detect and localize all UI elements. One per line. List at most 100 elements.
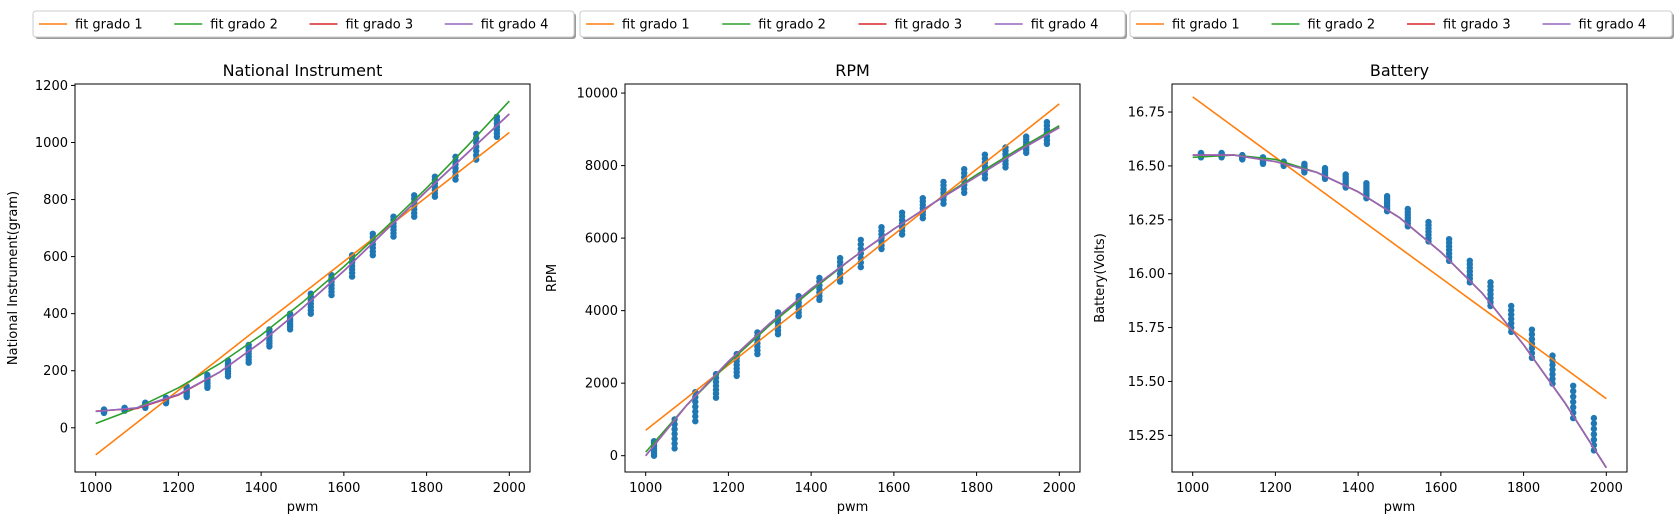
scatter-point bbox=[671, 440, 678, 447]
scatter-point bbox=[1301, 160, 1308, 167]
axes-frame bbox=[1171, 83, 1628, 473]
scatter-point bbox=[692, 403, 699, 410]
scatter-point bbox=[671, 445, 678, 452]
x-axis-label: pwm bbox=[287, 500, 319, 515]
scatter-point bbox=[286, 310, 294, 317]
legend-label-3: fit grado 3 bbox=[346, 18, 414, 33]
x-tick-label: 1000 bbox=[1176, 481, 1209, 496]
scatter-point bbox=[1590, 436, 1598, 443]
fit-line-2 bbox=[95, 100, 510, 425]
scatter-point bbox=[1549, 375, 1556, 383]
y-tick-label: 1000 bbox=[35, 136, 68, 151]
scatter-point bbox=[1528, 326, 1536, 333]
scatter-point bbox=[1570, 398, 1577, 406]
legend-box bbox=[32, 10, 575, 38]
axes-frame bbox=[74, 83, 531, 473]
scatter-point bbox=[204, 371, 211, 379]
chart-panel-2: 1000 1200 1400 1600 1800 2000 0 2000 4000 6000 800… bbox=[545, 10, 1127, 515]
x-tick-label: 1400 bbox=[1342, 481, 1375, 496]
scatter-point bbox=[1549, 366, 1556, 373]
fit-line-4 bbox=[95, 113, 510, 413]
fit-lines bbox=[95, 100, 510, 456]
scatter-point bbox=[816, 274, 823, 282]
scatter-point bbox=[1590, 414, 1598, 422]
scatter-point bbox=[1043, 118, 1051, 126]
y-tick-label: 1200 bbox=[35, 79, 68, 94]
scatter-point bbox=[671, 430, 678, 438]
x-tick-label: 1000 bbox=[79, 481, 112, 496]
x-tick-label: 1200 bbox=[1259, 481, 1292, 496]
scatter-point bbox=[1022, 133, 1030, 140]
y-axis-label: RPM bbox=[545, 264, 560, 292]
x-tick-label: 1600 bbox=[327, 481, 360, 496]
y-tick-label: 8000 bbox=[585, 159, 618, 174]
scatter-point bbox=[981, 151, 989, 158]
scatter-series bbox=[1197, 149, 1598, 454]
scatter-point bbox=[836, 254, 844, 262]
y-tick-label: 16.25 bbox=[1128, 213, 1165, 228]
scatter-point bbox=[692, 408, 699, 415]
x-tick-label: 1200 bbox=[712, 481, 745, 496]
chart-panel-3: 1000 1200 1400 1600 1800 2000 15.25 15.50 15.75 1… bbox=[1093, 10, 1674, 515]
scatter-point bbox=[452, 153, 459, 160]
y-axis-label: Battery(Volts) bbox=[1093, 233, 1108, 323]
y-axis-label: National Instrument(gram) bbox=[6, 191, 21, 365]
scatter-point bbox=[671, 425, 678, 433]
scatter-point bbox=[692, 398, 699, 406]
y-tick-label: 15.25 bbox=[1128, 429, 1165, 444]
x-tick-label: 1200 bbox=[162, 481, 195, 496]
scatter-point bbox=[1590, 431, 1598, 438]
scatter-point bbox=[1466, 257, 1474, 264]
scatter-series bbox=[650, 118, 1051, 459]
axes-frame bbox=[624, 83, 1081, 473]
fit-line-3 bbox=[1192, 154, 1607, 469]
y-tick-label: 800 bbox=[43, 193, 68, 208]
y-tick-label: 2000 bbox=[585, 377, 618, 392]
scatter-series bbox=[100, 113, 501, 417]
scatter-point bbox=[1445, 236, 1453, 243]
legend-label-1: fit grado 1 bbox=[75, 18, 143, 33]
legend: fit grado 1 fit grado 2 fit grado 3 fit gra… bbox=[32, 10, 576, 39]
x-tick-label: 1600 bbox=[1424, 481, 1457, 496]
scatter-point bbox=[692, 413, 699, 420]
x-tick-label: 2000 bbox=[1043, 481, 1076, 496]
legend-label-2: fit grado 2 bbox=[1308, 18, 1376, 33]
scatter-point bbox=[1425, 218, 1432, 226]
scatter-point bbox=[857, 236, 864, 244]
legend-label-3: fit grado 3 bbox=[1443, 18, 1511, 33]
y-tick-label: 400 bbox=[43, 307, 68, 322]
x-tick-label: 1800 bbox=[410, 481, 443, 496]
legend-label-1: fit grado 1 bbox=[622, 18, 690, 33]
scatter-point bbox=[857, 263, 864, 271]
y-tick-label: 0 bbox=[610, 449, 618, 464]
y-tick-label: 10000 bbox=[577, 87, 618, 102]
scatter-point bbox=[1570, 393, 1577, 400]
scatter-point bbox=[1508, 315, 1515, 323]
scatter-point bbox=[857, 241, 864, 248]
x-tick-label: 1400 bbox=[795, 481, 828, 496]
scatter-point bbox=[692, 418, 699, 425]
chart-title: RPM bbox=[835, 61, 870, 80]
scatter-point bbox=[1549, 361, 1556, 369]
y-tick-label: 4000 bbox=[585, 304, 618, 319]
scatter-point bbox=[307, 290, 314, 297]
scatter-point bbox=[1590, 425, 1598, 433]
scatter-point bbox=[1487, 279, 1494, 286]
x-tick-label: 1800 bbox=[960, 481, 993, 496]
fit-line-3 bbox=[95, 113, 510, 412]
y-tick-label: 0 bbox=[60, 421, 68, 436]
scatter-point bbox=[1570, 404, 1577, 411]
legend-label-2: fit grado 2 bbox=[758, 18, 826, 33]
fit-line-3 bbox=[645, 126, 1060, 457]
legend-label-2: fit grado 2 bbox=[210, 18, 278, 33]
x-tick-label: 2000 bbox=[493, 481, 526, 496]
x-axis-label: pwm bbox=[837, 500, 869, 515]
scatter-point bbox=[1549, 371, 1556, 378]
legend-label-4: fit grado 4 bbox=[481, 18, 549, 33]
scatter-point bbox=[919, 195, 926, 202]
scatter-point bbox=[1528, 335, 1536, 343]
y-tick-label: 16.00 bbox=[1128, 267, 1165, 282]
scatter-point bbox=[878, 224, 885, 231]
scatter-point bbox=[961, 166, 968, 173]
